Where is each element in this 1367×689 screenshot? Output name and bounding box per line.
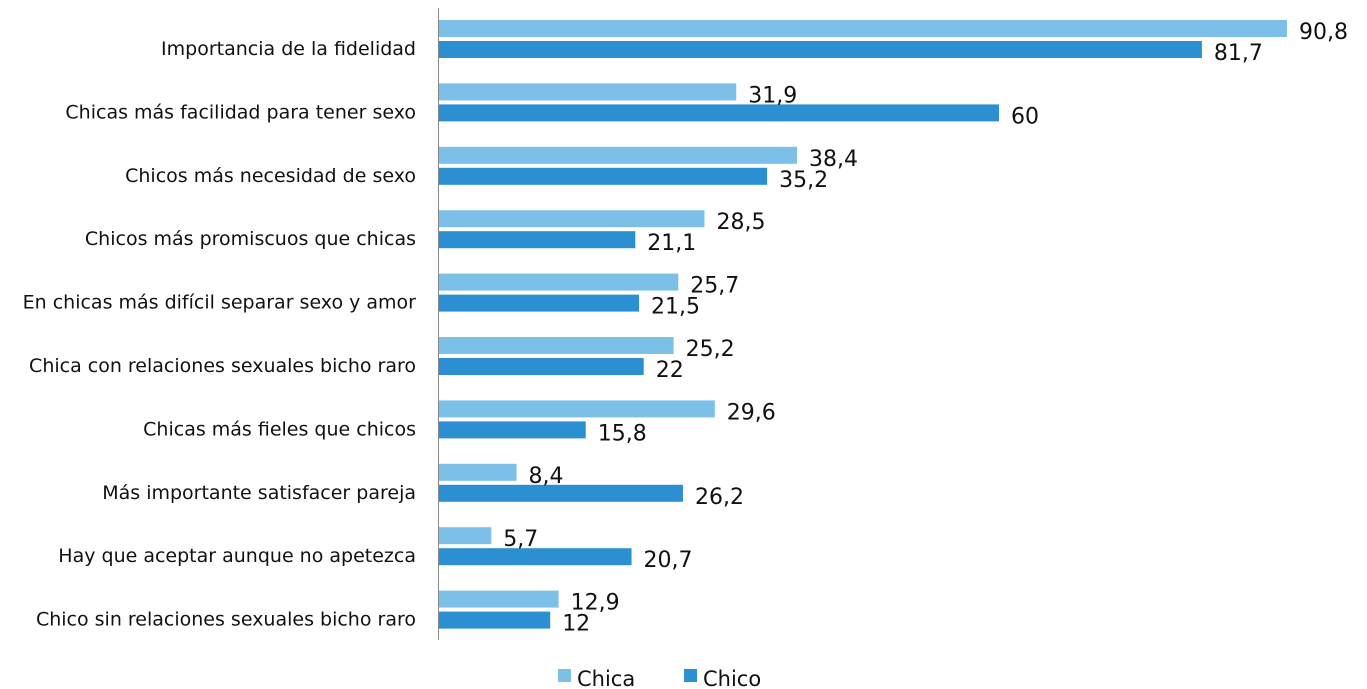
bar-chico <box>438 358 644 375</box>
category-label: En chicas más difícil separar sexo y amo… <box>23 292 417 314</box>
category-label: Chico sin relaciones sexuales bicho raro <box>36 609 416 631</box>
bars-layer <box>438 20 1287 629</box>
category-label: Chicos más necesidad de sexo <box>125 165 416 187</box>
data-label-chico: 22 <box>656 358 684 383</box>
bar-chica <box>438 20 1287 37</box>
category-labels: Importancia de la fidelidad Chicas más fa… <box>23 38 417 631</box>
bar-chico <box>438 421 586 439</box>
data-label-chico: 12 <box>562 612 590 637</box>
bar-chico <box>438 548 632 566</box>
data-label-chica: 90,8 <box>1299 20 1348 45</box>
data-label-chica: 25,2 <box>686 337 735 362</box>
data-label-chica: 38,4 <box>809 147 858 172</box>
data-label-chico: 21,1 <box>647 231 696 256</box>
data-label-chica: 5,7 <box>503 527 538 552</box>
category-label: Chica con relaciones sexuales bicho raro <box>29 355 416 377</box>
data-label-chico: 20,7 <box>644 548 693 573</box>
legend-label-chica: Chica <box>577 667 635 689</box>
category-label: Más importante satisfacer pareja <box>102 482 416 504</box>
legend: Chica Chico <box>558 667 761 689</box>
category-label: Importancia de la fidelidad <box>161 38 416 60</box>
bar-chica <box>438 400 715 418</box>
legend-label-chico: Chico <box>703 667 761 689</box>
data-label-chica: 12,9 <box>571 591 620 616</box>
bar-chico <box>438 104 1000 122</box>
data-label-chico: 35,2 <box>779 168 828 193</box>
data-label-chico: 81,7 <box>1214 41 1263 66</box>
data-label-chico: 26,2 <box>695 485 744 510</box>
data-label-chico: 15,8 <box>598 421 647 446</box>
bar-chico <box>438 231 636 249</box>
bar-chica <box>438 273 679 291</box>
bar-chico <box>438 484 683 502</box>
category-label: Chicas más fieles que chicos <box>143 418 416 440</box>
data-label-chico: 60 <box>1011 104 1039 129</box>
data-label-chica: 25,7 <box>690 274 739 299</box>
bar-chica <box>438 210 705 228</box>
bar-chica <box>438 527 492 545</box>
bar-chica <box>438 463 517 481</box>
legend-swatch-chica <box>558 669 571 682</box>
data-label-chica: 29,6 <box>727 400 776 425</box>
data-label-chica: 8,4 <box>529 464 564 489</box>
category-label: Chicas más facilidad para tener sexo <box>65 101 416 123</box>
bar-chico <box>438 167 768 185</box>
bar-chico <box>438 294 640 312</box>
bar-chica <box>438 146 798 164</box>
category-label: Chicos más promiscuos que chicas <box>85 228 416 250</box>
bar-chico <box>438 611 551 629</box>
legend-swatch-chico <box>684 669 697 682</box>
value-labels: 90,8 81,7 31,9 60 38,435,2 28,5 21,1 25,721,5 25… <box>503 20 1348 637</box>
bar-chica <box>438 337 674 354</box>
category-label: Hay que aceptar aunque no apetezca <box>58 545 416 567</box>
bar-chica <box>438 590 559 608</box>
bar-chico <box>438 41 1202 58</box>
data-label-chica: 31,9 <box>748 83 797 108</box>
bar-chica <box>438 83 737 101</box>
data-label-chica: 28,5 <box>716 210 765 235</box>
data-label-chico: 21,5 <box>651 295 700 320</box>
